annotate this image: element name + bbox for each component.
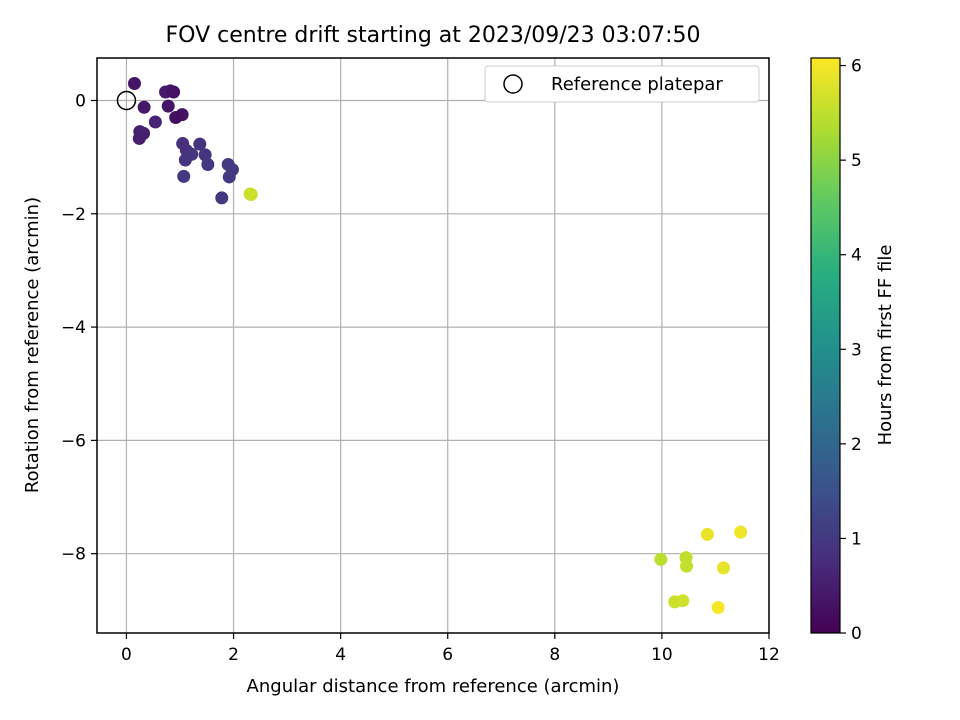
data-point [680,559,694,573]
data-point [167,85,181,99]
x-tick-label: 10 [651,645,673,665]
x-axis-ticks: 0 2 4 6 8 10 12 [121,633,780,665]
x-tick-label: 8 [549,645,560,665]
legend: Reference platepar [484,65,760,103]
y-tick-label: −4 [61,318,86,338]
y-tick-label: −2 [61,205,86,225]
colorbar-tick-label: 1 [851,529,862,549]
colorbar-tick-label: 5 [851,151,862,171]
y-tick-label: −6 [61,431,86,451]
colorbar-tick-label: 4 [851,246,862,266]
colorbar-tick-label: 2 [851,435,862,455]
colorbar-tick-label: 6 [851,57,862,77]
colorbar-label: Hours from first FF file [875,245,896,446]
y-tick-label: 0 [75,91,86,111]
colorbar-tick-label: 0 [851,624,862,644]
data-points [127,76,748,615]
data-point [132,131,146,145]
colorbar-ticks: 0 1 2 3 4 5 6 [840,57,862,644]
y-tick-label: −8 [61,545,86,565]
legend-box [484,65,760,103]
data-point [734,525,748,539]
data-point [711,601,725,615]
legend-marker [503,74,523,94]
data-point [222,170,236,184]
data-point [177,169,191,183]
plot-frame [96,57,770,634]
x-tick-label: 4 [335,645,346,665]
x-tick-label: 6 [442,645,453,665]
colorbar: 0 1 2 3 4 5 6 Hours from first FF file [810,57,896,644]
x-axis-label: Angular distance from reference (arcmin) [247,676,620,697]
y-axis-ticks: 0 −2 −4 −6 −8 [61,91,97,565]
data-point [244,188,258,202]
x-tick-label: 12 [758,645,780,665]
data-point [676,594,690,608]
data-point [215,191,229,205]
x-tick-label: 0 [121,645,132,665]
colorbar-gradient [810,57,841,634]
legend-label: Reference platepar [551,74,723,95]
data-point [700,527,714,541]
data-point [148,115,162,129]
data-point [193,137,207,151]
data-point [169,110,183,124]
data-point [161,99,175,113]
data-point [201,158,215,172]
data-point [716,561,730,575]
data-point [137,100,151,114]
colorbar-tick-label: 3 [851,340,862,360]
reference-marker [116,90,137,111]
grid [97,58,770,633]
y-axis-label: Rotation from reference (arcmin) [22,197,43,493]
x-tick-label: 2 [228,645,239,665]
data-point [654,552,668,566]
chart-title: FOV centre drift starting at 2023/09/23 … [166,23,701,48]
data-point [178,153,192,167]
data-point [127,76,141,90]
